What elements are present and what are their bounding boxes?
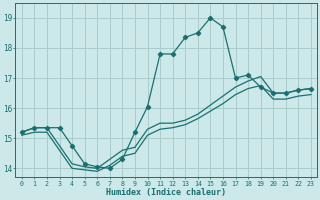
X-axis label: Humidex (Indice chaleur): Humidex (Indice chaleur) (106, 188, 226, 197)
